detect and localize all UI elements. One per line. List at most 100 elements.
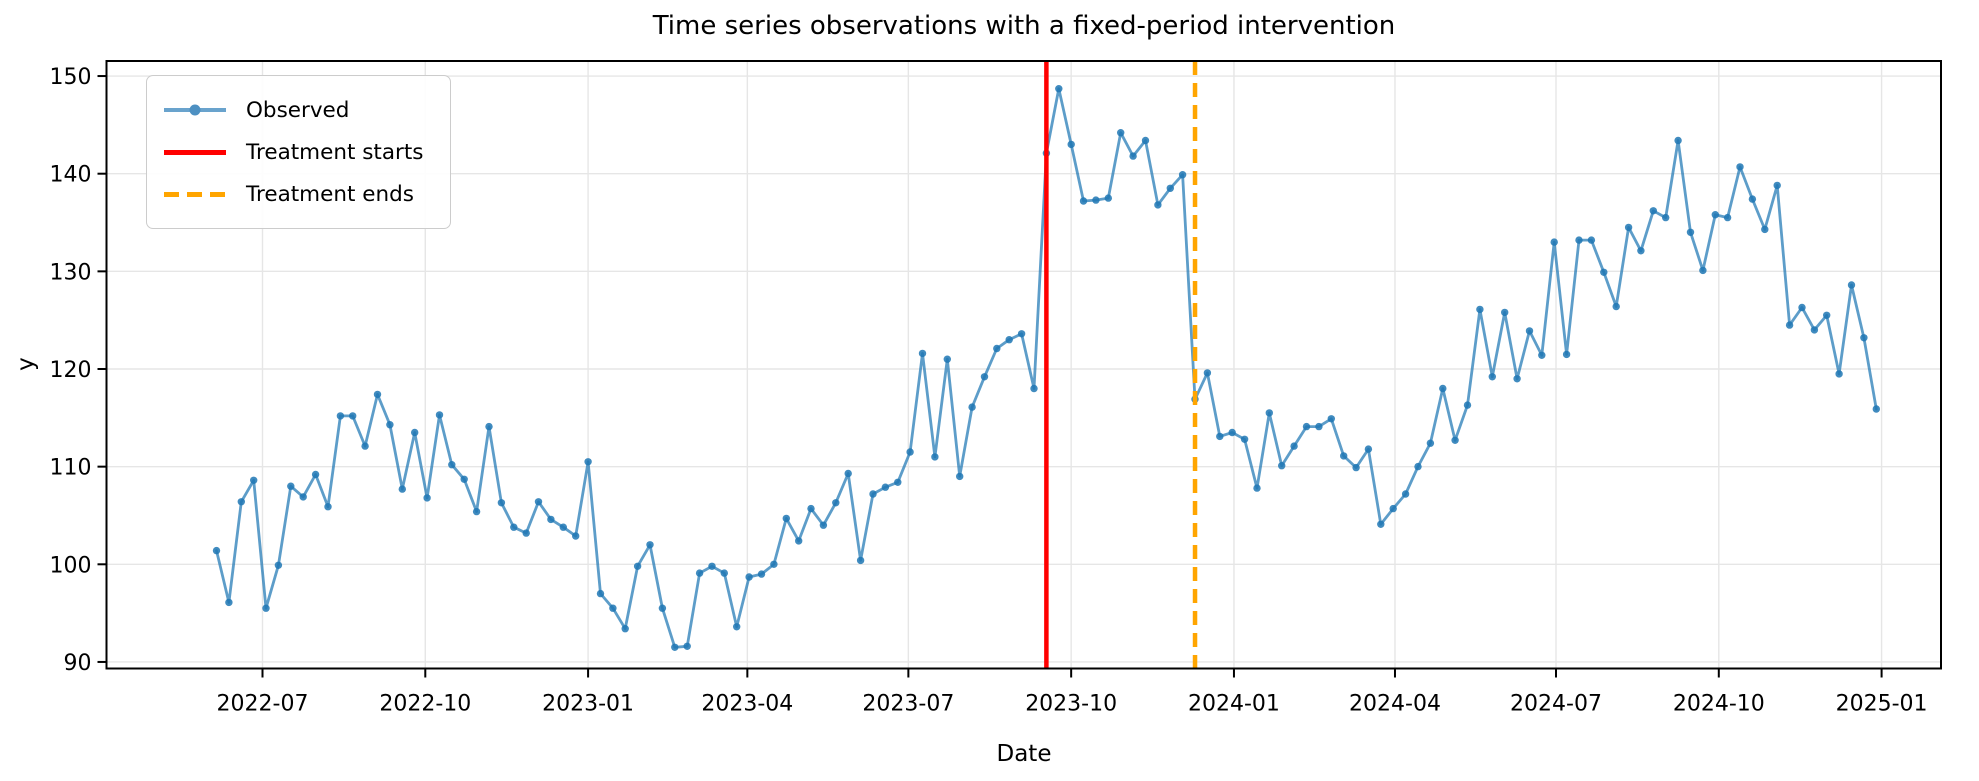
data-point-marker [1847,281,1856,289]
data-point-marker [411,428,419,437]
data-point-marker [1773,181,1781,190]
data-point-marker [485,422,493,431]
data-point-marker [980,373,989,381]
data-point-marker [1748,195,1757,203]
data-point-marker [943,355,951,363]
data-point-marker [1810,326,1819,334]
data-point-marker [906,448,914,456]
data-point-marker [287,482,295,490]
legend: Observed Treatment starts Treatment ends [146,75,451,229]
data-point-marker [1723,213,1732,222]
data-point-marker [1092,196,1100,204]
y-axis-label: y [13,357,39,371]
marker-dot-icon [189,104,201,116]
data-point-marker [1513,375,1521,383]
y-tick-label: 100 [50,553,92,578]
data-point-marker [225,598,233,607]
data-point-marker [423,494,431,502]
data-point-marker [472,507,481,516]
data-point-marker [1017,330,1026,338]
data-point-marker [658,604,667,612]
x-tick-label: 2023-01 [542,692,634,717]
data-point-marker [522,529,530,537]
data-point-marker [324,503,332,511]
data-point-marker [1154,201,1162,209]
data-point-marker [1352,463,1360,472]
data-point-marker [1290,442,1298,450]
data-point-marker [1872,405,1881,413]
data-point-marker [1699,266,1707,275]
red-line-sample-icon [164,149,226,155]
data-point-marker [1141,136,1150,145]
y-tick-label: 90 [64,651,92,676]
legend-item-observed: Observed [164,89,424,131]
data-point-marker [373,390,382,399]
y-tick-label: 130 [50,260,92,285]
data-point-marker [212,546,221,555]
data-point-marker [646,541,654,549]
data-point-marker [1426,439,1435,447]
data-point-marker [534,498,543,506]
data-point-marker [596,589,605,598]
data-point-marker [1463,401,1472,409]
data-point-marker [1005,336,1013,344]
y-tick-label: 120 [50,358,92,383]
data-point-marker [621,625,629,633]
orange-dashed-sample-icon [164,191,226,197]
data-point-marker [671,643,679,651]
data-point-marker [1637,247,1645,255]
data-point-marker [708,562,716,570]
data-point-marker [1030,384,1038,393]
data-point-marker [782,514,790,523]
data-point-marker [770,560,778,568]
data-point-marker [1079,197,1088,205]
data-point-marker [1166,184,1175,192]
data-point-marker [1711,211,1720,219]
data-point-marker [1278,462,1286,470]
x-tick-label: 2024-07 [1510,692,1602,717]
data-point-marker [757,570,766,578]
data-point-marker [931,453,939,461]
data-point-marker [584,458,592,466]
data-point-marker [1649,207,1658,215]
data-point-marker [250,476,258,484]
data-point-marker [559,523,567,531]
data-point-marker [274,561,283,569]
x-tick-label: 2022-07 [217,692,309,717]
data-point-marker [1389,504,1397,513]
data-point-marker [819,521,828,529]
data-point-marker [1501,308,1509,317]
data-point-marker [1240,435,1249,443]
data-point-marker [695,569,704,577]
data-point-marker [1253,484,1261,492]
data-point-marker [956,472,964,481]
data-point-marker [1228,428,1236,437]
data-point-marker [1178,171,1187,179]
data-point-marker [1662,213,1670,222]
x-tick-label: 2022-10 [379,692,471,717]
legend-item-treatment-starts: Treatment starts [164,131,424,173]
data-point-marker [1761,225,1769,234]
data-point-marker [1538,351,1546,359]
data-point-marker [1674,136,1682,145]
data-point-marker [1686,228,1695,236]
data-point-marker [844,469,852,478]
plot-border [105,60,1942,670]
data-point-marker [1401,490,1410,498]
data-point-marker [633,562,642,570]
y-tick-label: 110 [50,456,92,481]
y-tick-label: 140 [50,163,92,188]
data-point-marker [1860,334,1868,342]
y-tick-label: 150 [50,65,92,90]
data-point-marker [1340,452,1348,460]
data-point-marker [1117,129,1125,137]
data-point-marker [1364,445,1373,453]
data-point-marker [1587,236,1596,244]
data-point-marker [435,411,444,419]
data-point-marker [1575,236,1583,244]
data-point-marker [299,493,307,501]
x-axis-label: Date [996,741,1052,767]
data-point-marker [336,412,345,420]
data-point-marker [1798,303,1806,312]
data-point-marker [1104,194,1113,202]
